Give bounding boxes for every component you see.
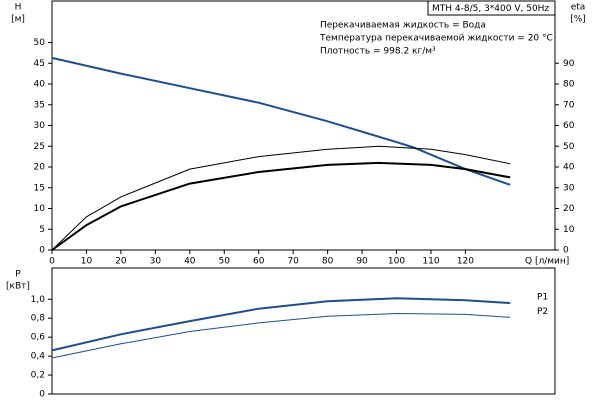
y2-tick-label: 40 bbox=[563, 163, 575, 173]
y-tick-label: 40 bbox=[34, 80, 46, 90]
series-line bbox=[51, 56, 511, 186]
y2-tick-label: 70 bbox=[563, 100, 575, 110]
x-tick-label: 70 bbox=[287, 257, 299, 267]
series-line bbox=[51, 312, 511, 359]
y2-tick-label: 30 bbox=[563, 183, 575, 193]
y2-tick-label: 60 bbox=[563, 121, 575, 131]
y-tick-label: 45 bbox=[34, 59, 45, 69]
x-tick-label: 20 bbox=[115, 257, 127, 267]
model-box bbox=[427, 0, 556, 16]
y-tick-label: 15 bbox=[34, 183, 45, 193]
x-tick-label: 100 bbox=[388, 257, 405, 267]
x-tick-label: 90 bbox=[356, 257, 368, 267]
x-tick-label: 10 bbox=[81, 257, 93, 267]
y2-axis-label: eta bbox=[571, 3, 586, 13]
series-label: P1 bbox=[537, 293, 548, 303]
y-tick-label: 0 bbox=[39, 246, 45, 256]
annotation: Перекачиваемая жидкость = Вода bbox=[320, 21, 486, 31]
y-tick-label: 5 bbox=[39, 225, 45, 235]
y-tick-label: 35 bbox=[34, 100, 45, 110]
y-tick-label: 1,0 bbox=[31, 295, 46, 305]
plot-frame bbox=[51, 267, 556, 395]
y-tick-label: 0 bbox=[39, 390, 45, 400]
y2-tick-label: 90 bbox=[563, 59, 575, 69]
y-axis-label: P bbox=[15, 270, 21, 280]
y2-tick-label: 10 bbox=[563, 225, 575, 235]
y-tick-label: 0,2 bbox=[31, 371, 45, 381]
y2-tick-label: 20 bbox=[563, 204, 575, 214]
model-label: MTH 4-8/5, 3*400 V, 50Hz bbox=[432, 4, 549, 14]
x-tick-label: 110 bbox=[422, 257, 439, 267]
y-tick-label: 25 bbox=[34, 142, 45, 152]
x-tick-label: 80 bbox=[322, 257, 334, 267]
x-tick-label: 0 bbox=[49, 257, 55, 267]
x-tick-label: 40 bbox=[184, 257, 196, 267]
y-axis-unit: [кВт] bbox=[6, 282, 30, 292]
x-tick-label: 120 bbox=[457, 257, 474, 267]
y-tick-label: 0,6 bbox=[31, 333, 46, 343]
series-line bbox=[51, 161, 511, 251]
y2-tick-label: 0 bbox=[563, 246, 569, 256]
y2-axis-unit: [%] bbox=[570, 15, 586, 25]
y-axis-label: H bbox=[15, 3, 22, 13]
x-tick-label: 30 bbox=[150, 257, 162, 267]
annotation: Плотность = 998.2 кг/м³ bbox=[320, 47, 436, 57]
y2-tick-label: 80 bbox=[563, 80, 575, 90]
x-axis-label: Q [л/мин] bbox=[525, 257, 569, 267]
y-tick-label: 0,4 bbox=[31, 352, 46, 362]
series-line bbox=[51, 297, 511, 352]
y-tick-label: 10 bbox=[34, 204, 46, 214]
y-tick-label: 50 bbox=[34, 38, 46, 48]
y2-tick-label: 50 bbox=[563, 142, 575, 152]
y-axis-unit: [м] bbox=[11, 15, 25, 25]
annotation: Температура перекачиваемой жидкости = 20… bbox=[319, 34, 553, 44]
series-line bbox=[51, 145, 511, 251]
series-label: P2 bbox=[537, 307, 548, 317]
y-tick-label: 30 bbox=[34, 121, 46, 131]
y-tick-label: 20 bbox=[34, 163, 46, 173]
x-tick-label: 60 bbox=[253, 257, 265, 267]
x-tick-label: 50 bbox=[219, 257, 231, 267]
y-tick-label: 0,8 bbox=[31, 314, 46, 324]
